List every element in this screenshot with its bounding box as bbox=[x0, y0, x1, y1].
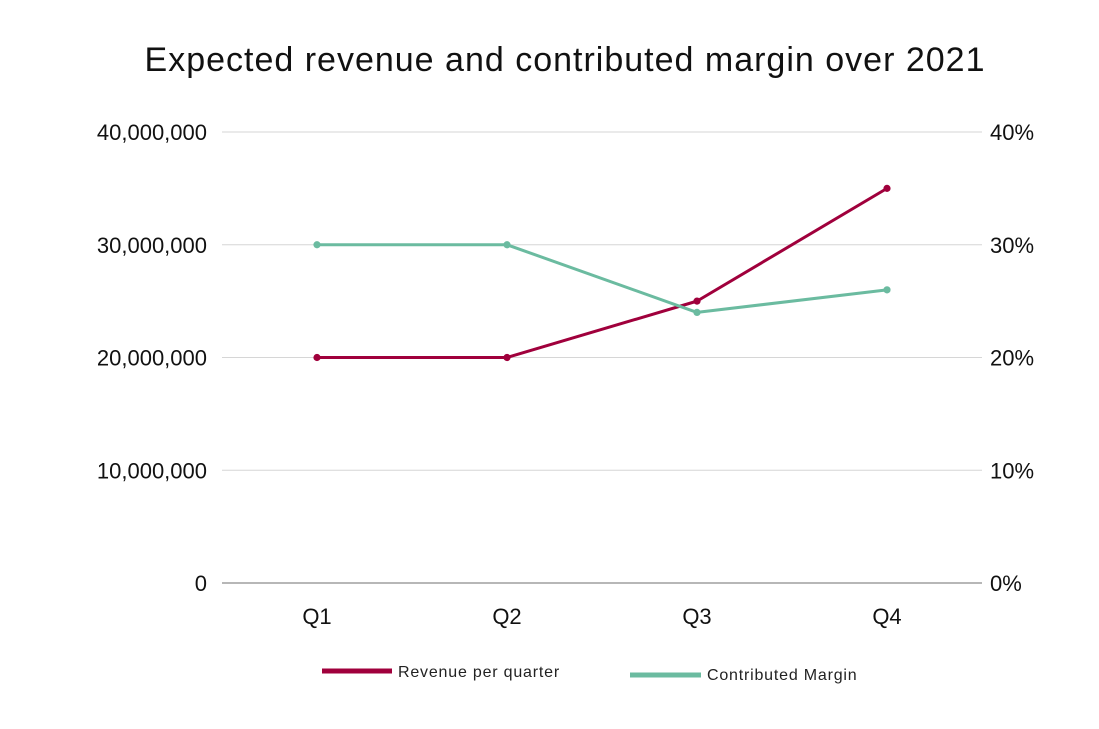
right-axis-tick-label: 20% bbox=[990, 346, 1034, 371]
data-point-revenue-per-quarter bbox=[883, 184, 891, 192]
right-axis-tick-label: 40% bbox=[990, 120, 1034, 145]
legend-label: Revenue per quarter bbox=[398, 664, 560, 681]
data-point-contributed-margin bbox=[693, 308, 701, 316]
left-axis-tick-label: 0 bbox=[195, 571, 207, 596]
series-layer bbox=[313, 184, 891, 362]
right-axis-tick-label: 0% bbox=[990, 571, 1022, 596]
data-point-contributed-margin bbox=[503, 241, 511, 249]
data-point-revenue-per-quarter bbox=[503, 353, 511, 362]
x-axis-tick-label: Q3 bbox=[682, 604, 711, 629]
left-axis-tick-label: 20,000,000 bbox=[97, 346, 207, 371]
legend: Revenue per quarter Contributed Margin bbox=[322, 664, 857, 684]
right-axis-tick-label: 10% bbox=[990, 458, 1034, 483]
series-line-contributed-margin bbox=[315, 243, 889, 314]
right-axis: 0% 10% 20% 30% 40% bbox=[990, 120, 1034, 596]
chart-title: Expected revenue and contributed margin … bbox=[145, 41, 986, 79]
data-point-revenue-per-quarter bbox=[313, 353, 321, 362]
x-axis: Q1 Q2 Q3 Q4 bbox=[302, 604, 901, 629]
data-point-contributed-margin bbox=[883, 286, 891, 294]
series-line-revenue-per-quarter bbox=[315, 186, 889, 359]
data-point-contributed-margin bbox=[313, 241, 321, 249]
legend-label: Contributed Margin bbox=[707, 667, 857, 684]
x-axis-tick-label: Q1 bbox=[302, 604, 331, 629]
data-point-revenue-per-quarter bbox=[693, 297, 701, 305]
left-axis-tick-label: 40,000,000 bbox=[97, 120, 207, 145]
left-axis-tick-label: 30,000,000 bbox=[97, 233, 207, 258]
left-axis: 0 10,000,000 20,000,000 30,000,000 40,000,00… bbox=[97, 120, 207, 596]
left-axis-tick-label: 10,000,000 bbox=[97, 458, 207, 483]
right-axis-tick-label: 30% bbox=[990, 233, 1034, 258]
x-axis-tick-label: Q4 bbox=[872, 604, 901, 629]
x-axis-tick-label: Q2 bbox=[492, 604, 521, 629]
